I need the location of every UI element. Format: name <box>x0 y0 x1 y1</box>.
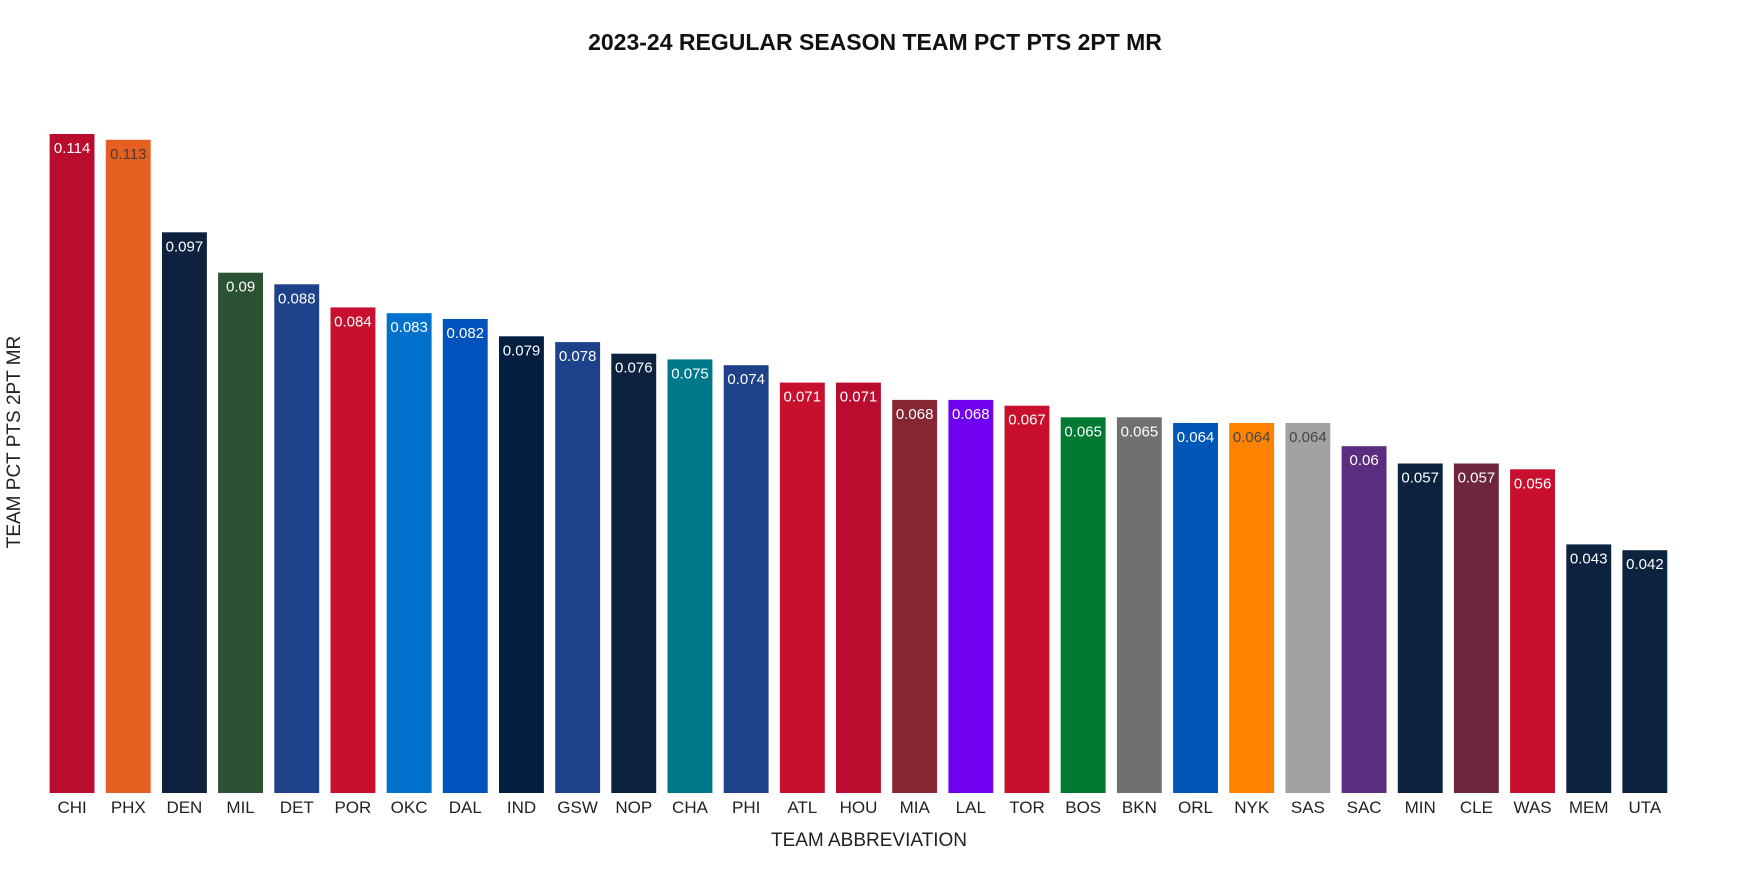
bar-lal <box>948 399 994 793</box>
x-tick-phi: PHI <box>732 798 760 817</box>
x-tick-por: POR <box>334 798 371 817</box>
bar-cle <box>1453 463 1499 793</box>
x-tick-uta: UTA <box>1629 798 1662 817</box>
data-label-det: 0.088 <box>278 290 316 307</box>
bar-min <box>1397 463 1443 793</box>
data-label-cha: 0.075 <box>671 365 709 382</box>
x-tick-mil: MIL <box>226 798 254 817</box>
data-label-por: 0.084 <box>334 313 372 330</box>
x-tick-mem: MEM <box>1569 798 1609 817</box>
x-tick-lal: LAL <box>956 798 986 817</box>
bar-nop <box>611 353 657 793</box>
x-tick-atl: ATL <box>787 798 817 817</box>
data-label-hou: 0.071 <box>840 389 878 406</box>
data-label-min: 0.057 <box>1401 470 1439 487</box>
bar-dal <box>442 319 488 793</box>
chart-title: 2023-24 REGULAR SEASON TEAM PCT PTS 2PT … <box>588 29 1162 55</box>
data-labels-group: 0.114 0.113 0.097 0.09 0.088 0.084 0.083 0.082 0… <box>54 140 1664 573</box>
bars-group <box>49 134 1668 794</box>
bar-den <box>162 232 207 794</box>
bar-nyk <box>1229 423 1275 793</box>
bar-sac <box>1341 446 1387 793</box>
data-label-den: 0.097 <box>166 238 204 255</box>
bar-gsw <box>555 342 601 793</box>
bar-bos <box>1060 417 1106 793</box>
bar-det <box>274 284 320 793</box>
x-tick-hou: HOU <box>840 798 878 817</box>
data-label-gsw: 0.078 <box>559 348 597 365</box>
data-label-atl: 0.071 <box>784 389 822 406</box>
x-tick-mia: MIA <box>900 798 931 817</box>
bar-atl <box>779 382 825 793</box>
x-tick-orl: ORL <box>1178 798 1213 817</box>
x-tick-sac: SAC <box>1347 798 1382 817</box>
data-label-okc: 0.083 <box>390 319 428 336</box>
data-label-cle: 0.057 <box>1458 470 1496 487</box>
bar-ind <box>499 336 544 793</box>
data-label-orl: 0.064 <box>1177 429 1215 446</box>
x-tick-labels-group: CHI PHX DEN MIL DET POR OKC DAL IND GSW NOP CHA PHI A… <box>57 798 1661 817</box>
bar-okc <box>386 313 432 793</box>
data-label-dal: 0.082 <box>447 325 485 342</box>
data-label-phi: 0.074 <box>727 371 765 388</box>
data-label-phx: 0.113 <box>110 146 146 163</box>
data-label-mia: 0.068 <box>896 406 934 423</box>
x-tick-tor: TOR <box>1009 798 1045 817</box>
x-tick-nyk: NYK <box>1234 798 1270 817</box>
x-tick-cle: CLE <box>1460 798 1493 817</box>
data-label-nyk: 0.064 <box>1233 429 1271 446</box>
bar-uta <box>1622 550 1668 793</box>
bar-mil <box>218 272 263 793</box>
x-tick-nop: NOP <box>615 798 652 817</box>
data-label-bos: 0.065 <box>1064 423 1102 440</box>
data-label-chi: 0.114 <box>54 140 90 157</box>
bar-phi <box>723 365 769 793</box>
x-tick-cha: CHA <box>672 798 709 817</box>
data-label-tor: 0.067 <box>1008 412 1046 429</box>
bar-bkn <box>1116 417 1162 793</box>
x-axis-label: TEAM ABBREVIATION <box>771 830 967 851</box>
x-tick-bos: BOS <box>1065 798 1101 817</box>
data-label-mem: 0.043 <box>1570 550 1608 567</box>
data-label-ind: 0.079 <box>503 342 541 359</box>
data-label-mil: 0.09 <box>226 279 255 296</box>
bar-hou <box>836 382 881 793</box>
bar-por <box>330 307 376 793</box>
x-tick-sas: SAS <box>1291 798 1325 817</box>
x-tick-dal: DAL <box>449 798 482 817</box>
bar-mem <box>1566 544 1612 793</box>
x-tick-det: DET <box>280 798 314 817</box>
bar-mia <box>892 399 938 793</box>
bar-sas <box>1285 423 1331 793</box>
data-label-bkn: 0.065 <box>1121 423 1159 440</box>
data-label-was: 0.056 <box>1514 475 1552 492</box>
data-label-sac: 0.06 <box>1349 452 1378 469</box>
x-tick-chi: CHI <box>57 798 86 817</box>
bar-phx <box>105 139 151 794</box>
x-tick-phx: PHX <box>111 798 146 817</box>
x-tick-was: WAS <box>1514 798 1552 817</box>
data-label-lal: 0.068 <box>952 406 990 423</box>
x-tick-okc: OKC <box>391 798 428 817</box>
x-tick-min: MIN <box>1405 798 1436 817</box>
y-axis-label: TEAM PCT PTS 2PT MR <box>4 336 25 549</box>
bar-tor <box>1004 405 1050 793</box>
x-tick-bkn: BKN <box>1122 798 1157 817</box>
x-tick-ind: IND <box>507 798 536 817</box>
bar-was <box>1510 469 1555 793</box>
x-tick-gsw: GSW <box>557 798 598 817</box>
data-label-sas: 0.064 <box>1289 429 1327 446</box>
bar-cha <box>667 359 713 793</box>
bar-orl <box>1173 423 1218 793</box>
data-label-nop: 0.076 <box>615 360 653 377</box>
data-label-uta: 0.042 <box>1626 556 1664 573</box>
x-tick-den: DEN <box>166 798 202 817</box>
bar-chi <box>49 134 95 793</box>
